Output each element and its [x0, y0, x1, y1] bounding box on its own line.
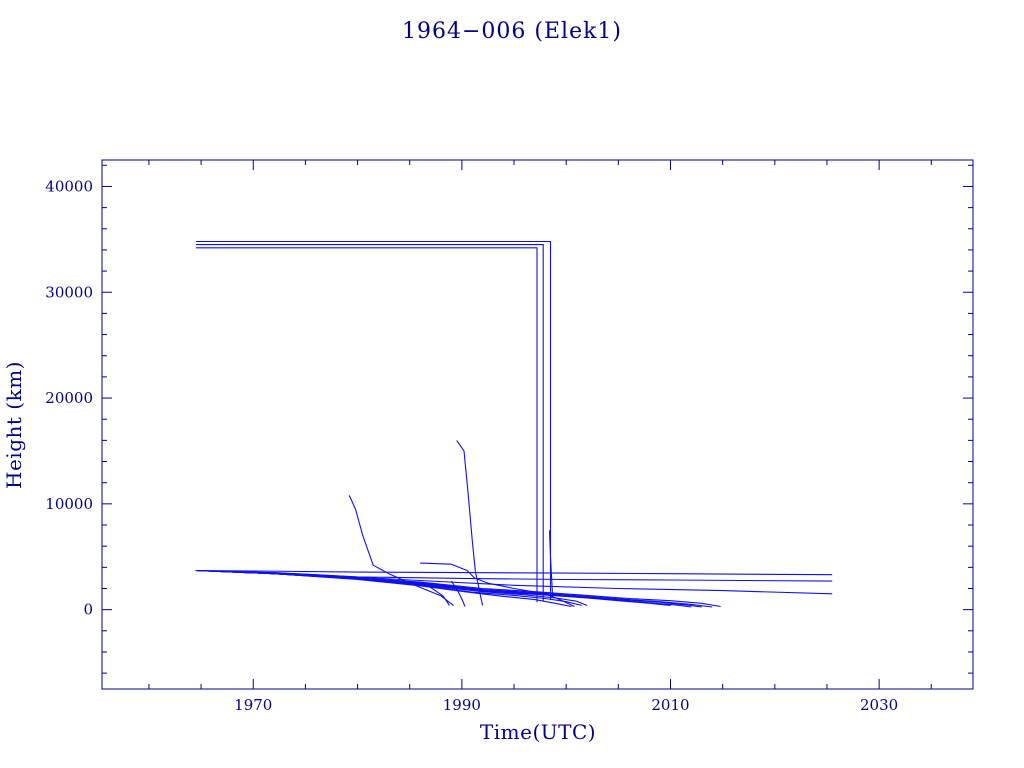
series-lines — [195, 240, 833, 608]
series-line-13 — [195, 569, 572, 608]
y-tick-label-2: 20000 — [45, 389, 93, 407]
x-tick-label-1: 1990 — [443, 696, 481, 714]
y-tick-label-1: 10000 — [45, 495, 93, 513]
series-line-12 — [195, 569, 582, 606]
y-tick-labels: 0 10000 20000 30000 40000 — [45, 177, 93, 618]
y-tick-label-3: 30000 — [45, 283, 93, 301]
major-ticks — [102, 160, 973, 689]
series-line-3 — [195, 569, 833, 576]
y-tick-label-0: 0 — [83, 601, 93, 619]
series-line-16 — [420, 562, 575, 607]
series-line-0 — [195, 240, 552, 601]
series-line-4 — [195, 569, 833, 582]
minor-ticks — [102, 160, 973, 689]
plot-frame — [101, 159, 974, 690]
series-line-17 — [450, 580, 466, 607]
x-tick-label-2: 2010 — [651, 696, 689, 714]
series-line-11 — [195, 569, 588, 606]
series-line-2 — [195, 247, 538, 603]
y-axis-label: Height (km) — [2, 361, 26, 489]
x-tick-label-0: 1970 — [234, 696, 272, 714]
x-tick-label-3: 2030 — [860, 696, 898, 714]
series-line-14 — [348, 495, 454, 606]
x-tick-labels: 1970 1990 2010 2030 — [234, 696, 898, 714]
y-tick-label-4: 40000 — [45, 177, 93, 195]
series-line-15 — [456, 440, 484, 606]
series-line-5 — [195, 569, 833, 595]
series-line-18 — [409, 581, 450, 606]
x-axis-label: Time(UTC) — [480, 720, 596, 744]
chart-title: 1964−006 (Elek1) — [402, 19, 622, 44]
series-line-1 — [195, 244, 544, 602]
series-line-19 — [548, 530, 554, 598]
